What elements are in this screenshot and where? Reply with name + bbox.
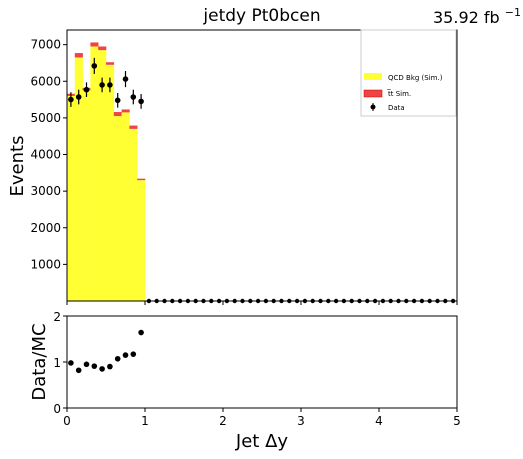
ratio-plot-panel: 0 1 2 0 1 2 3 4 5: [53, 310, 460, 428]
main-y-tick-label-1: 2000: [30, 221, 61, 235]
bar-ttbar-bin-9: [137, 178, 146, 181]
ratio-y-tick-label-0: 0: [53, 402, 61, 416]
data-point-7: [122, 76, 129, 82]
luminosity-label: 35.92 fb −1: [433, 6, 521, 27]
bar-qcd-bin-8: [129, 128, 138, 301]
bar-ttbar-bin-4: [98, 46, 107, 51]
main-plot-panel: 1000 2000 3000 4000 5000 6000 7000: [30, 29, 458, 305]
bar-qcd-bin-4: [98, 50, 107, 301]
ratio-x-tick-label-5: 5: [453, 414, 461, 428]
ratio-axis-ticks: 0 1 2 0 1 2 3 4 5: [53, 310, 460, 428]
main-y-tick-label-5: 6000: [30, 74, 61, 88]
main-y-tick-label-4: 5000: [30, 111, 61, 125]
ratio-point-2: [83, 361, 90, 368]
bar-qcd-bin-2: [82, 90, 91, 301]
ratio-x-tick-label-1: 1: [141, 414, 149, 428]
bar-ttbar-bin-6: [113, 112, 122, 117]
legend-label-data: Data: [388, 104, 405, 112]
bar-ttbar-bin-5: [106, 62, 115, 65]
ratio-point-3: [91, 363, 98, 369]
ratio-plot-frame: [66, 315, 458, 409]
ratio-y-tick-label-1: 1: [53, 356, 61, 370]
main-plot-frame: [66, 29, 458, 302]
main-y-tick-label-2: 3000: [30, 184, 61, 198]
data-point-3: [91, 63, 98, 69]
ratio-point-0: [68, 360, 74, 366]
ratio-x-tick-label-3: 3: [297, 414, 305, 428]
ratio-x-tick-label-2: 2: [219, 414, 227, 428]
stacked-histogram: [67, 42, 146, 302]
data-point-5: [107, 82, 113, 88]
data-point-9: [138, 98, 144, 105]
ratio-point-7: [122, 352, 129, 358]
legend-label-ttbar: t̅t Sim.: [387, 89, 411, 98]
x-axis-label: Jet Δy: [235, 431, 288, 452]
data-point-0: [68, 96, 74, 103]
luminosity-value: 35.92 fb: [433, 8, 500, 27]
data-point-6: [114, 97, 121, 104]
ratio-points: [68, 329, 144, 374]
ratio-y-tick-label-2: 2: [53, 310, 61, 324]
bar-qcd-bin-6: [113, 116, 122, 301]
bar-qcd-bin-3: [90, 46, 99, 301]
legend: QCD Bkg (Sim.) t̅t Sim. Data: [360, 29, 457, 117]
bar-qcd-bin-0: [67, 95, 76, 302]
ratio-point-9: [138, 329, 144, 336]
bar-ttbar-bin-8: [129, 125, 138, 129]
ratio-x-tick-label-4: 4: [375, 414, 383, 428]
ratio-point-6: [114, 355, 121, 362]
ratio-x-tick-label-0: 0: [63, 414, 71, 428]
bar-ttbar-bin-3: [90, 42, 99, 47]
ratio-point-5: [107, 363, 113, 370]
luminosity-exponent: −1: [505, 6, 521, 19]
main-y-axis-label: Events: [7, 136, 28, 197]
data-point-1: [75, 94, 82, 100]
ratio-point-8: [130, 351, 137, 357]
ratio-y-axis-label: Data/MC: [29, 323, 50, 400]
main-y-tick-label-0: 1000: [30, 257, 61, 271]
data-point-2: [83, 86, 90, 93]
ratio-point-1: [75, 367, 82, 374]
legend-label-qcd: QCD Bkg (Sim.): [388, 74, 443, 82]
main-y-tick-label-3: 4000: [30, 148, 61, 162]
bar-qcd-bin-5: [106, 64, 115, 301]
data-point-4: [99, 82, 105, 88]
bar-qcd-bin-7: [121, 112, 130, 301]
legend-swatch-qcd: [364, 73, 382, 80]
legend-swatch-ttbar: [363, 89, 383, 98]
chart-title: jetdy Pt0bcen: [202, 6, 320, 26]
bar-qcd-bin-1: [74, 57, 83, 301]
bar-qcd-bin-9: [137, 180, 146, 301]
bar-ttbar-bin-7: [121, 109, 130, 113]
main-y-tick-label-6: 7000: [30, 38, 61, 52]
main-axis-ticks: 1000 2000 3000 4000 5000 6000 7000: [30, 38, 458, 305]
data-point-8: [130, 94, 137, 100]
ratio-point-4: [99, 366, 105, 372]
bar-ttbar-bin-1: [74, 53, 83, 58]
